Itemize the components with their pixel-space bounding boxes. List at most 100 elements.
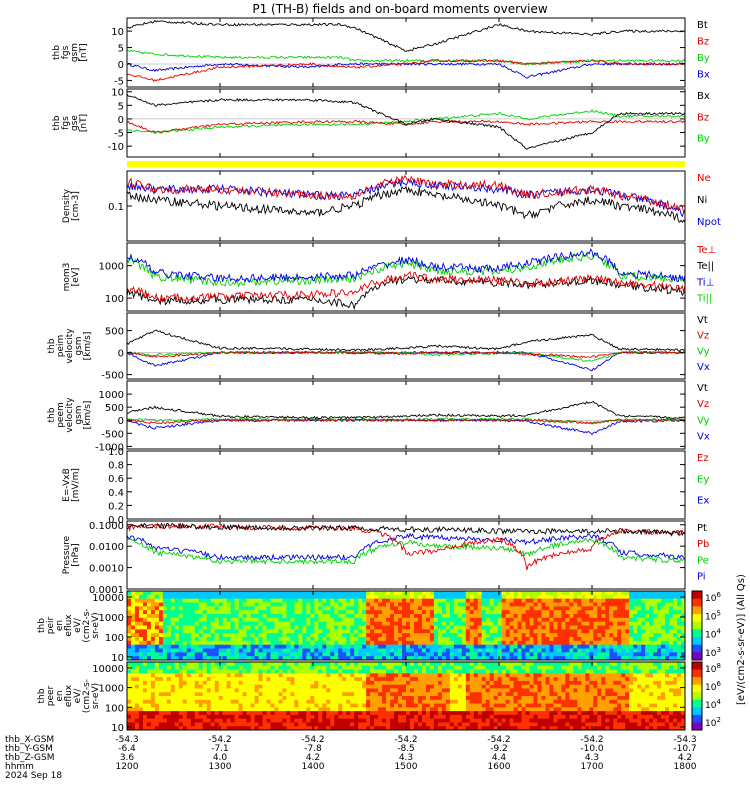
heatmap-cell: [617, 648, 622, 653]
heatmap-cell: [294, 648, 299, 653]
heatmap-cell: [134, 598, 140, 603]
heatmap-cell: [649, 617, 654, 623]
heatmap-cell: [545, 629, 550, 634]
heatmap-cell: [370, 673, 375, 678]
heatmap-cell: [473, 648, 479, 653]
heatmap-cell: [226, 637, 232, 642]
heatmap-cell: [617, 640, 622, 646]
heatmap-cell: [565, 644, 570, 649]
heatmap-cell: [437, 644, 443, 649]
heatmap-cell: [146, 594, 152, 600]
heatmap-cell: [318, 718, 323, 723]
heatmap-cell: [565, 640, 570, 646]
heatmap-cell: [541, 617, 546, 623]
heatmap-cell: [230, 637, 236, 642]
heatmap-cell: [222, 656, 228, 661]
heatmap-cell: [409, 621, 415, 626]
heatmap-cell: [238, 614, 244, 619]
heatmap-cell: [465, 614, 471, 619]
heatmap-cell: [202, 696, 208, 701]
heatmap-cell: [146, 591, 152, 596]
heatmap-cell: [681, 633, 686, 638]
heatmap-cell: [433, 703, 439, 708]
heatmap-cell: [569, 707, 574, 712]
heatmap-cell: [605, 648, 610, 653]
heatmap-cell: [394, 722, 399, 727]
heatmap-cell: [549, 688, 554, 693]
heatmap-cell: [677, 598, 682, 603]
heatmap-cell: [286, 591, 291, 596]
heatmap-cell: [509, 614, 515, 619]
heatmap-cell: [481, 673, 487, 678]
heatmap-cell: [449, 637, 455, 642]
heatmap-cell: [306, 644, 311, 649]
heatmap-cell: [529, 662, 535, 667]
heatmap-cell: [533, 602, 539, 607]
heatmap-cell: [170, 610, 176, 615]
heatmap-cell: [441, 696, 447, 701]
heatmap-cell: [374, 669, 379, 674]
heatmap-cell: [354, 684, 359, 689]
heatmap-cell: [649, 610, 654, 615]
heatmap-cell: [665, 617, 670, 623]
heatmap-cell: [437, 652, 443, 657]
heatmap-cell: [681, 652, 686, 657]
heatmap-cell: [218, 614, 224, 619]
heatmap-cell: [130, 696, 136, 701]
heatmap-cell: [214, 625, 220, 630]
heatmap-cell: [198, 726, 204, 731]
heatmap-cell: [286, 726, 291, 731]
heatmap-cell: [605, 633, 610, 638]
heatmap-cell: [394, 591, 399, 596]
heatmap-cell: [334, 610, 339, 615]
heatmap-cell: [457, 677, 463, 682]
heatmap-cell: [194, 652, 200, 657]
heatmap-cell: [541, 644, 546, 649]
heatmap-cell: [585, 606, 590, 611]
heatmap-cell: [182, 610, 188, 615]
heatmap-cell: [150, 606, 156, 611]
heatmap-cell: [537, 696, 543, 701]
heatmap-cell: [198, 707, 204, 712]
heatmap-cell: [529, 677, 535, 682]
heatmap-cell: [210, 629, 216, 634]
heatmap-cell: [593, 669, 598, 674]
heatmap-cell: [549, 637, 554, 642]
heatmap-cell: [429, 598, 435, 603]
heatmap-cell: [198, 625, 204, 630]
heatmap-cell: [354, 703, 359, 708]
heatmap-cell: [593, 718, 598, 723]
heatmap-cell: [342, 637, 347, 642]
heatmap-cell: [158, 669, 164, 674]
heatmap-cell: [581, 633, 586, 638]
heatmap-cell: [557, 652, 562, 657]
heatmap-cell: [537, 677, 543, 682]
heatmap-cell: [306, 722, 311, 727]
heatmap-cell: [314, 633, 319, 638]
heatmap-cell: [505, 680, 511, 686]
heatmap-cell: [605, 598, 610, 603]
heatmap-cell: [657, 625, 662, 630]
y-axis-label: peem: [56, 402, 66, 428]
heatmap-cell: [282, 662, 287, 667]
heatmap-cell: [649, 652, 654, 657]
heatmap-cell: [318, 703, 323, 708]
heatmap-cell: [577, 637, 582, 642]
heatmap-cell: [433, 652, 439, 657]
heatmap-cell: [150, 644, 156, 649]
heatmap-cell: [326, 680, 331, 686]
heatmap-cell: [166, 722, 172, 727]
heatmap-cell: [162, 718, 168, 723]
heatmap-cell: [210, 684, 216, 689]
heatmap-cell: [477, 633, 483, 638]
heatmap-cell: [262, 621, 267, 626]
heatmap-cell: [509, 711, 515, 716]
heatmap-cell: [633, 606, 638, 611]
heatmap-cell: [230, 625, 236, 630]
heatmap-cell: [545, 707, 550, 712]
heatmap-cell: [601, 614, 606, 619]
heatmap-cell: [174, 614, 180, 619]
heatmap-cell: [573, 662, 578, 667]
heatmap-cell: [493, 707, 499, 712]
heatmap-cell: [609, 633, 614, 638]
